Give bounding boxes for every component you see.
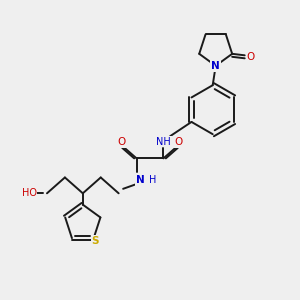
Text: N: N bbox=[211, 61, 220, 71]
Text: H: H bbox=[149, 175, 157, 185]
Text: S: S bbox=[92, 236, 99, 245]
Text: O: O bbox=[118, 137, 126, 147]
Text: HO: HO bbox=[22, 188, 37, 198]
Text: N: N bbox=[136, 175, 145, 185]
Text: O: O bbox=[174, 137, 182, 147]
Text: NH: NH bbox=[156, 136, 171, 147]
Text: O: O bbox=[247, 52, 255, 62]
